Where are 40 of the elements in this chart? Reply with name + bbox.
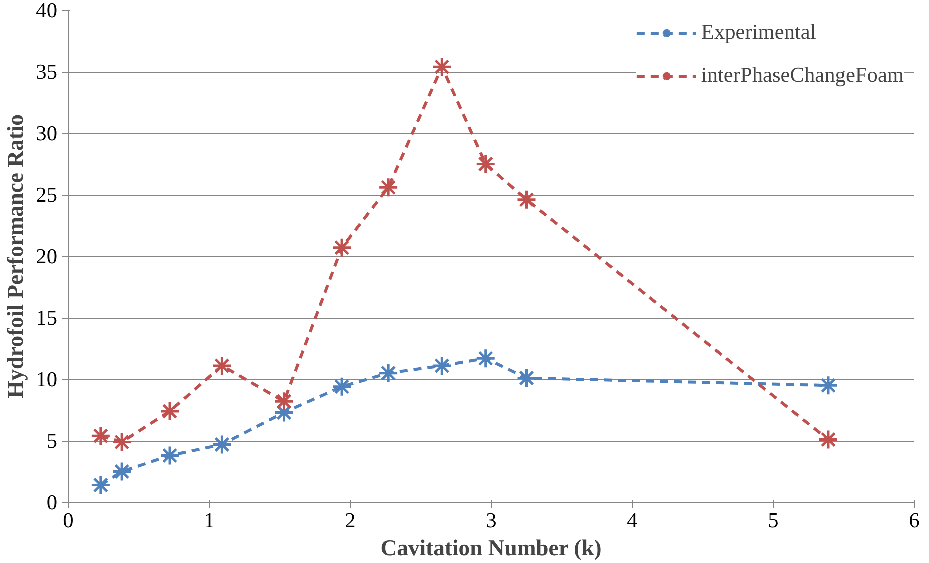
point (274, 391, 294, 412)
point (112, 432, 132, 452)
legend-label: Experimental (701, 20, 816, 45)
point (818, 430, 839, 450)
x-tick-label: 5 (768, 508, 779, 532)
y-tick-label: 5 (46, 429, 58, 453)
point (212, 356, 232, 376)
y-axis-title: Hydrofoil Performance Ratio (3, 114, 28, 398)
x-tick-label: 1 (204, 508, 215, 532)
y-tick-label: 35 (36, 60, 58, 84)
x-tick-label: 0 (63, 508, 74, 532)
point (432, 356, 452, 376)
point (212, 434, 232, 455)
y-tick-label: 15 (36, 306, 58, 330)
x-tick-label: 6 (909, 508, 920, 532)
point (332, 238, 352, 258)
x-axis-title: Cavitation Number (k) (380, 536, 602, 560)
point (90, 475, 112, 496)
point (160, 401, 180, 422)
point (516, 190, 537, 210)
point (818, 375, 839, 396)
point (476, 154, 496, 174)
point (90, 426, 112, 446)
y-tick-label: 25 (36, 183, 58, 207)
point (332, 376, 352, 398)
x-tick-label: 3 (486, 508, 497, 532)
y-tick-label: 0 (46, 490, 58, 514)
point (432, 56, 452, 78)
x-tick-label: 4 (627, 508, 638, 532)
y-tick-label: 40 (36, 0, 58, 22)
y-tick-label: 10 (36, 368, 58, 392)
point (476, 348, 496, 369)
legend-label: interPhaseChangeFoam (701, 63, 904, 88)
point (112, 462, 132, 482)
point (160, 446, 180, 466)
point (378, 363, 399, 384)
point (378, 177, 399, 198)
x-tick-label: 2 (345, 508, 356, 532)
y-tick-label: 30 (36, 122, 58, 146)
y-tick-label: 20 (36, 244, 58, 268)
